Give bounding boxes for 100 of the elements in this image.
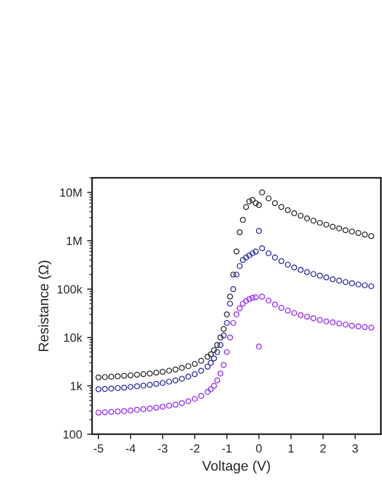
point (114, 385, 121, 392)
point (128, 372, 134, 378)
point (259, 245, 266, 252)
point (172, 402, 178, 408)
point (355, 323, 362, 330)
point (227, 334, 234, 340)
point (214, 342, 220, 348)
point (256, 228, 262, 234)
y-tick-label: 10k (64, 333, 82, 342)
point (102, 409, 108, 416)
y-tick-label: 1M (66, 236, 82, 246)
point (336, 225, 342, 232)
x-tick-label: -5 (94, 444, 104, 453)
point (240, 300, 246, 307)
point (204, 364, 211, 370)
point (220, 326, 227, 332)
point (108, 408, 114, 415)
point (243, 254, 250, 261)
point (342, 227, 349, 234)
point (278, 258, 284, 264)
point (348, 228, 355, 235)
point (95, 374, 102, 380)
point (272, 302, 278, 308)
point (227, 300, 234, 307)
point (298, 266, 304, 273)
point (198, 368, 204, 374)
point (304, 215, 310, 222)
point (291, 264, 298, 270)
point (368, 283, 374, 290)
point (146, 370, 153, 376)
point (336, 278, 342, 284)
point (291, 210, 298, 216)
point (240, 257, 246, 263)
point (330, 276, 336, 282)
point (114, 408, 121, 414)
point (230, 320, 236, 326)
x-tick-label: -2 (190, 444, 200, 453)
point (95, 410, 102, 416)
point (134, 406, 140, 413)
point (208, 386, 214, 392)
point (355, 230, 362, 236)
point (256, 202, 262, 208)
point (185, 398, 192, 404)
point (316, 220, 323, 226)
point (204, 388, 211, 395)
point (236, 305, 243, 312)
point (214, 349, 220, 356)
point (172, 366, 178, 372)
point (330, 224, 336, 230)
point (348, 322, 355, 329)
point (362, 282, 368, 288)
point (178, 376, 185, 382)
point (224, 311, 230, 318)
point (266, 298, 272, 304)
point (310, 218, 316, 224)
point (236, 229, 243, 236)
point (342, 279, 349, 286)
point (102, 374, 108, 380)
point (102, 386, 108, 392)
point (160, 404, 166, 410)
point (108, 386, 114, 392)
point (250, 294, 256, 301)
point (259, 294, 266, 300)
point (316, 272, 323, 279)
point (236, 263, 243, 270)
point (304, 314, 310, 320)
point (348, 280, 355, 286)
point (140, 371, 146, 378)
point (220, 362, 227, 368)
point (342, 322, 349, 328)
point (114, 373, 121, 380)
point (224, 349, 230, 356)
point (266, 250, 272, 256)
point (230, 286, 236, 292)
point (230, 272, 236, 278)
point (166, 402, 172, 409)
point (211, 382, 217, 389)
point (220, 332, 227, 338)
point (192, 371, 198, 378)
point (166, 368, 172, 374)
point (355, 281, 362, 288)
point (272, 200, 278, 206)
point (128, 407, 134, 414)
point (298, 312, 304, 318)
point (278, 204, 284, 210)
point (233, 248, 240, 254)
point (323, 318, 330, 324)
point (214, 377, 220, 384)
point (227, 294, 234, 300)
point (134, 383, 140, 390)
point (178, 364, 185, 371)
point (284, 308, 291, 314)
point (217, 342, 224, 348)
point (211, 347, 217, 354)
point (208, 360, 214, 366)
point (217, 334, 224, 340)
y-tick-label: 10M (60, 188, 82, 197)
point (233, 272, 240, 278)
y-tick-label: 100 (64, 430, 82, 439)
point (291, 310, 298, 316)
